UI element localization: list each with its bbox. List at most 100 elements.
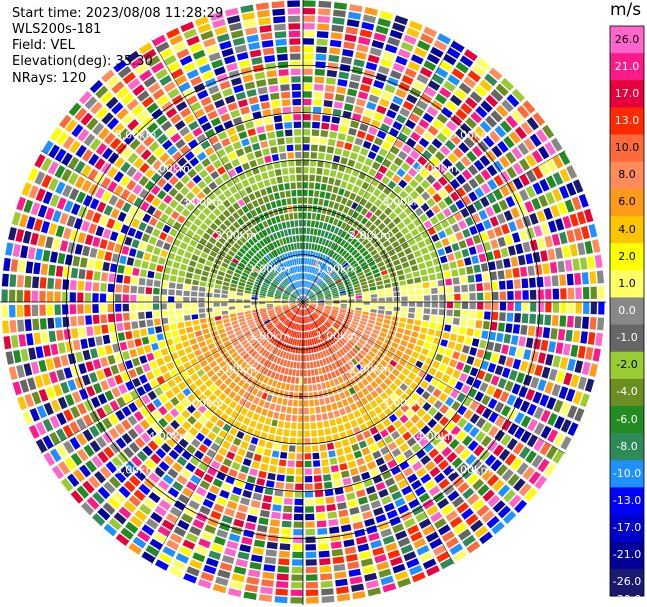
- velocity-gate: [361, 76, 373, 86]
- velocity-gate: [394, 472, 405, 482]
- velocity-gate: [337, 229, 344, 236]
- velocity-gate: [319, 326, 325, 333]
- velocity-gate: [264, 319, 271, 324]
- velocity-gate: [301, 317, 303, 324]
- velocity-gate: [333, 298, 340, 301]
- velocity-gate: [127, 415, 138, 426]
- velocity-gate: [65, 119, 78, 133]
- velocity-gate: [77, 292, 84, 302]
- velocity-gate: [307, 369, 311, 377]
- velocity-gate: [312, 285, 318, 291]
- velocity-gate: [431, 287, 438, 294]
- velocity-gate: [560, 288, 567, 300]
- velocity-gate: [307, 250, 311, 257]
- velocity-gate: [295, 331, 299, 338]
- velocity-gate: [154, 146, 165, 158]
- velocity-gate: [208, 550, 222, 560]
- velocity-gate: [129, 348, 138, 358]
- velocity-gate: [146, 122, 159, 134]
- velocity-gate: [285, 483, 294, 490]
- velocity-gate: [559, 168, 571, 183]
- velocity-gate: [459, 372, 468, 383]
- velocity-gate: [148, 492, 161, 504]
- velocity-gate: [56, 369, 66, 382]
- velocity-gate: [451, 223, 461, 233]
- velocity-gate: [218, 213, 227, 222]
- velocity-gate: [270, 201, 277, 209]
- velocity-gate: [336, 319, 343, 324]
- velocity-gate: [180, 174, 191, 185]
- velocity-gate: [303, 197, 308, 204]
- velocity-gate: [534, 422, 545, 436]
- velocity-gates: [1, 0, 605, 604]
- velocity-gate: [332, 294, 339, 297]
- velocity-gate: [308, 291, 313, 297]
- ring-label: 4.00km: [416, 162, 458, 175]
- velocity-gate: [456, 187, 466, 198]
- velocity-gate: [357, 154, 366, 163]
- velocity-gate: [221, 440, 231, 450]
- velocity-gate: [354, 161, 363, 170]
- velocity-gate: [115, 533, 130, 546]
- velocity-gate: [493, 174, 504, 187]
- velocity-gate: [540, 425, 552, 439]
- velocity-gate: [243, 342, 250, 349]
- velocity-gate: [198, 415, 208, 425]
- velocity-gate: [113, 512, 127, 525]
- velocity-gate: [260, 204, 267, 212]
- velocity-gate: [545, 302, 552, 313]
- velocity-gate: [294, 506, 303, 513]
- velocity-gate: [5, 242, 14, 256]
- velocity-gate: [352, 318, 360, 323]
- velocity-gate: [138, 175, 149, 187]
- velocity-gate: [344, 34, 357, 43]
- velocity-gate: [320, 262, 325, 269]
- velocity-gate: [579, 393, 590, 408]
- velocity-gate: [398, 373, 406, 382]
- velocity-gate: [236, 302, 243, 306]
- velocity-gate: [283, 175, 290, 183]
- velocity-gate: [140, 328, 148, 337]
- velocity-gate: [305, 339, 308, 346]
- velocity-gate: [277, 61, 289, 69]
- velocity-gate: [587, 256, 596, 269]
- velocity-gate: [41, 331, 49, 344]
- velocity-gate: [306, 316, 309, 323]
- velocity-gate: [283, 279, 289, 286]
- velocity-gate: [222, 423, 231, 432]
- velocity-gate: [309, 295, 316, 299]
- velocity-gate: [325, 357, 331, 365]
- velocity-gate: [337, 133, 346, 141]
- velocity-gate: [213, 302, 220, 307]
- velocity-gate: [452, 317, 460, 325]
- velocity-gate: [262, 148, 270, 156]
- velocity-gate: [351, 249, 358, 256]
- velocity-gate: [408, 372, 417, 381]
- colorbar-swatch: [610, 270, 644, 298]
- velocity-gate: [303, 288, 305, 295]
- velocity-gate: [246, 514, 258, 523]
- velocity-gate: [312, 330, 317, 337]
- velocity-gate: [574, 407, 585, 422]
- velocity-gate: [184, 346, 193, 354]
- velocity-gate: [115, 198, 125, 210]
- velocity-gate: [313, 361, 317, 368]
- velocity-gate: [490, 110, 503, 123]
- velocity-gate: [340, 524, 352, 533]
- velocity-gate: [50, 399, 61, 413]
- velocity-gate: [560, 302, 567, 313]
- velocity-gate: [195, 56, 209, 67]
- velocity-gate: [322, 389, 329, 397]
- velocity-gate: [233, 394, 242, 403]
- velocity-gate: [431, 294, 438, 301]
- velocity-gate: [223, 318, 230, 324]
- velocity-gate: [426, 505, 439, 516]
- velocity-gate: [399, 280, 407, 286]
- colorbar-swatch: [610, 351, 644, 380]
- velocity-gate: [479, 155, 491, 167]
- velocity-gate: [381, 495, 392, 505]
- velocity-gate: [276, 474, 285, 482]
- velocity-gate: [394, 196, 403, 205]
- velocity-gate: [485, 150, 497, 162]
- velocity-gate: [180, 186, 190, 196]
